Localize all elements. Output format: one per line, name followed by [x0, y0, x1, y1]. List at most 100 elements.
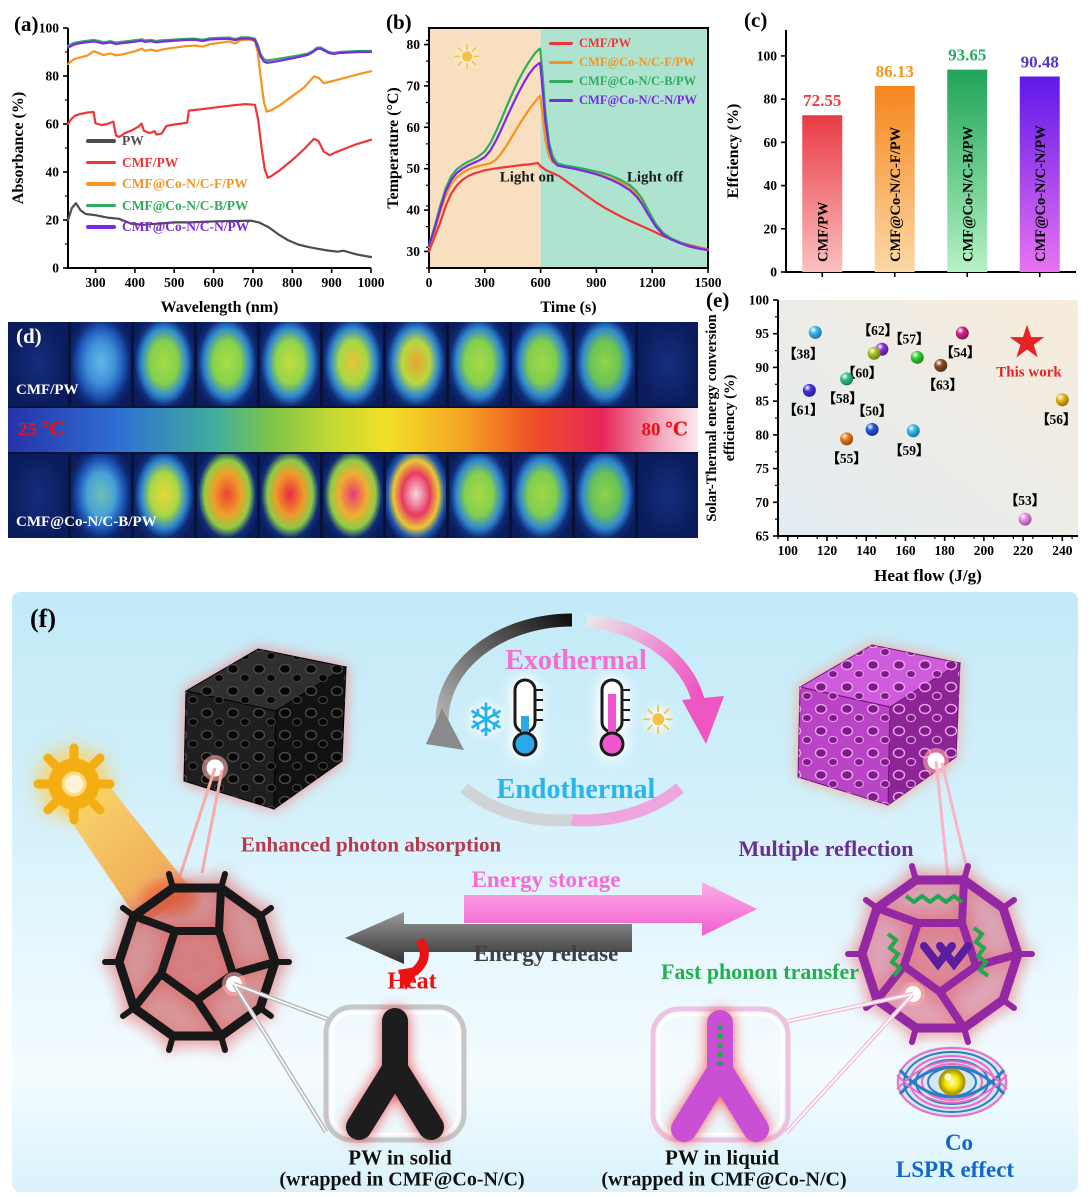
legend-item: CMF@Co-N/C-F/PW — [549, 53, 697, 72]
svg-text:160: 160 — [895, 543, 916, 558]
inset-connector-lines — [232, 981, 915, 1135]
scatter-point — [906, 424, 920, 438]
thermal-frame — [512, 322, 572, 406]
thermal-frame — [638, 322, 698, 406]
svg-text:200: 200 — [974, 543, 995, 558]
svg-text:1200: 1200 — [639, 275, 666, 290]
svg-text:CMF@Co-N/C-B/PW: CMF@Co-N/C-B/PW — [960, 126, 976, 262]
svg-text:80: 80 — [764, 92, 778, 107]
energy-storage-label: Energy storage — [471, 867, 621, 892]
svg-text:0: 0 — [426, 275, 433, 290]
legend-label: PW — [122, 133, 144, 148]
snowflake-icon: ❄ — [466, 693, 506, 747]
temperature-chart: 0 300 600 900 1200 1500 30 40 50 60 70 80 Time (s) Te… — [383, 6, 722, 320]
svg-text:【53】: 【53】 — [1005, 493, 1046, 508]
legend-item: CMF@Co-N/C-F/PW — [86, 173, 249, 195]
svg-text:220: 220 — [1013, 543, 1034, 558]
bar — [1019, 76, 1060, 273]
svg-text:93.65: 93.65 — [948, 46, 986, 65]
panel-d: (d) 25 ℃ 80 ℃ CMF/PW CMF@Co-N/C-B/PW — [8, 322, 698, 538]
series-line — [66, 36, 373, 62]
thermal-frame — [197, 454, 257, 538]
svg-text:100: 100 — [39, 21, 60, 36]
sun-gear-icon — [32, 742, 116, 826]
svg-text:Solar-Thermal energy conversio: Solar-Thermal energy conversion — [704, 314, 720, 521]
svg-text:240: 240 — [1052, 543, 1073, 558]
svg-text:60: 60 — [764, 135, 778, 150]
scatter-point — [802, 383, 816, 397]
scatter-point — [934, 358, 948, 372]
light-on-label: Light on — [499, 169, 555, 186]
legend-swatch — [86, 182, 116, 186]
thermal-cycle-arrows — [426, 613, 724, 827]
panel-e-label: (e) — [706, 288, 730, 312]
legend-item: CMF/PW — [86, 152, 249, 174]
phonon-chains — [886, 893, 990, 978]
legend-swatch — [549, 60, 573, 65]
inset-pw-liquid — [650, 1006, 791, 1143]
svg-text:1000: 1000 — [358, 275, 385, 290]
svg-text:40: 40 — [764, 178, 778, 193]
legend-swatch — [86, 160, 116, 164]
schematic-art — [32, 613, 1035, 1143]
bar — [802, 115, 843, 273]
zoom-link-lines-magenta — [934, 760, 970, 879]
svg-text:1500: 1500 — [695, 275, 722, 290]
svg-text:900: 900 — [586, 275, 607, 290]
legend-swatch — [86, 225, 116, 229]
this-work-label: This work — [996, 364, 1062, 380]
scatter-point — [1018, 512, 1032, 526]
light-off-label: Light off — [626, 169, 684, 186]
svg-text:100: 100 — [749, 293, 770, 308]
panel-f-label: (f) — [30, 604, 56, 633]
svg-text:efficiency (%): efficiency (%) — [722, 375, 738, 462]
colorbar-min-label: 25 ℃ — [18, 419, 65, 441]
efficiency-bar-chart: 0 20 40 60 80 100 72.55 CMF/PW 86.13 CMF@Co-N/C-F… — [722, 6, 1088, 320]
cobalt-label: Co — [944, 1130, 974, 1155]
thermal-frame — [449, 454, 509, 538]
endothermal-label: Endothermal — [496, 774, 656, 805]
black-branch — [346, 1008, 444, 1140]
thermal-frame — [323, 322, 383, 406]
legend-swatch — [549, 79, 573, 84]
legend-label: CMF@Co-N/C-F/PW — [122, 176, 248, 191]
svg-text:90.48: 90.48 — [1021, 52, 1059, 71]
legend-item: CMF@Co-N/C-B/PW — [549, 72, 697, 91]
absorbance-legend: PW CMF/PW CMF@Co-N/C-F/PW CMF@Co-N/C-B/PW CM… — [86, 130, 249, 238]
multiple-reflection-label: Multiple reflection — [738, 836, 914, 861]
panel-b-label: (b) — [386, 10, 412, 34]
bar — [947, 69, 988, 272]
svg-text:60: 60 — [46, 117, 60, 132]
svg-text:600: 600 — [203, 275, 224, 290]
svg-text:【61】: 【61】 — [783, 402, 824, 417]
energy-release-label: Energy release — [473, 941, 619, 966]
inset-pw-solid — [323, 1004, 467, 1143]
magenta-foam-cube — [797, 644, 962, 806]
solar-thermal-scatter-chart: 100 120 140 160 180 200 220 240 65 70 75 80 85 90 95 10… — [698, 288, 1090, 590]
thermal-frame — [386, 322, 446, 406]
thermal-frame — [575, 454, 635, 538]
legend-label: CMF/PW — [579, 36, 632, 50]
series-line — [427, 61, 710, 252]
svg-text:Effciency (%): Effciency (%) — [725, 104, 742, 199]
thermal-frame — [638, 454, 698, 538]
bar — [874, 85, 915, 273]
lspr-diagram — [896, 1046, 1008, 1118]
svg-text:65: 65 — [756, 529, 770, 544]
legend-label: CMF@Co-N/C-N/PW — [579, 93, 697, 107]
svg-text:20: 20 — [764, 221, 778, 236]
panel-c: (c) 0 20 40 60 80 100 72.55 CMF/PW 86.13 CMF@Co-N… — [722, 6, 1088, 320]
pw-liquid-caption-1: PW in liquid — [664, 1145, 780, 1170]
thermal-frame — [8, 454, 68, 538]
energy-storage-arrow — [464, 882, 757, 936]
svg-text:300: 300 — [85, 275, 106, 290]
chart-svg-b: 0 300 600 900 1200 1500 30 40 50 60 70 80 Time (s) Te… — [385, 27, 722, 316]
svg-text:Temperature (°C): Temperature (°C) — [385, 87, 402, 208]
reflection-arrows — [920, 942, 972, 971]
scatter-point — [840, 432, 854, 446]
purple-cage-cluster — [845, 862, 1035, 1046]
panel-d-label: (d) — [16, 324, 42, 348]
chart-svg-e: 100 120 140 160 180 200 220 240 65 70 75 80 85 90 95 10… — [704, 293, 1078, 585]
svg-text:700: 700 — [243, 275, 264, 290]
thermal-strip-bottom — [8, 454, 698, 538]
